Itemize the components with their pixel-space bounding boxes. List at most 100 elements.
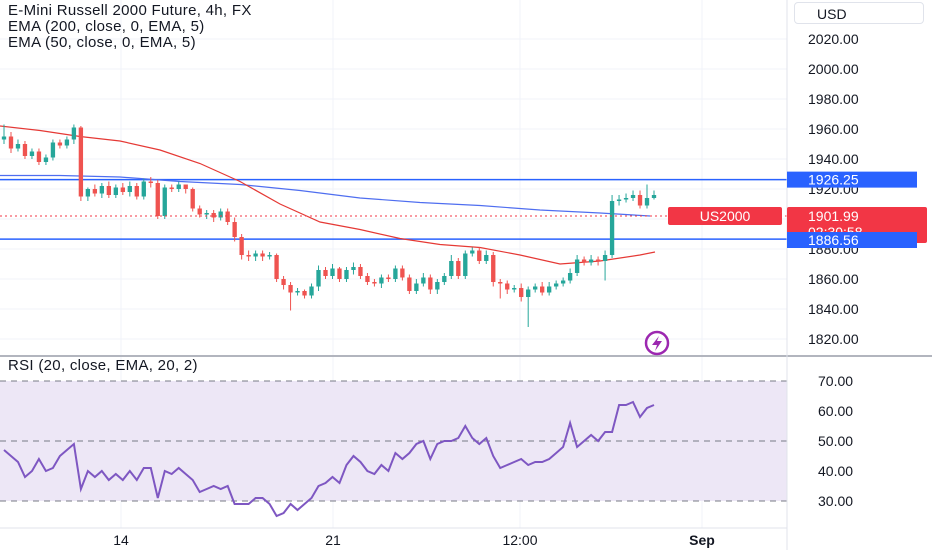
last-price-symbol-tag: US2000	[668, 207, 782, 225]
price-tick-label: 1940.00	[808, 151, 859, 167]
candle-body	[533, 286, 538, 290]
candle-body	[204, 213, 209, 215]
candle-body	[358, 267, 363, 276]
rsi-band	[0, 381, 787, 501]
candle-body	[71, 127, 77, 140]
candle-body	[169, 187, 174, 189]
ema200-line	[0, 174, 651, 217]
candle-body	[595, 259, 601, 261]
candle-body	[78, 127, 84, 197]
candle-body	[609, 201, 615, 255]
candle-body	[553, 283, 559, 287]
level-1886-label: 1886.56	[808, 232, 859, 248]
candle-body	[232, 222, 237, 237]
candle-body	[267, 255, 272, 257]
candle-body	[288, 285, 293, 293]
rsi-line	[3, 400, 655, 518]
candle-body	[309, 286, 314, 296]
symbol-tag-text: US2000	[700, 208, 751, 224]
candle-body	[141, 181, 146, 197]
candle-body	[581, 259, 587, 263]
candle-body	[127, 186, 132, 192]
rsi-tick-label: 50.00	[818, 433, 853, 449]
candle-body	[106, 186, 112, 195]
rsi-tick-label: 70.00	[818, 373, 853, 389]
candle-body	[1, 136, 7, 140]
candle-body	[546, 286, 552, 293]
candle-body	[50, 142, 56, 158]
candle-body	[512, 288, 517, 290]
candle-body	[148, 181, 153, 183]
candle-body	[323, 270, 328, 276]
candle-body	[8, 136, 14, 149]
candle-body	[421, 277, 426, 284]
candle-body	[540, 286, 545, 293]
rsi-tick-label: 30.00	[818, 493, 853, 509]
candle-body	[442, 276, 447, 282]
candle-body	[190, 189, 195, 209]
candle-body	[400, 268, 405, 278]
level-badge-1926	[787, 171, 917, 188]
candle-body	[134, 186, 139, 197]
currency-selector[interactable]: USD	[794, 2, 924, 24]
candle-body	[644, 198, 650, 206]
candle-body	[92, 189, 98, 194]
candle-body	[637, 195, 643, 206]
ema50-legend: EMA (50, close, 0, EMA, 5)	[8, 34, 196, 51]
candle-body	[99, 186, 105, 194]
candle-body	[330, 268, 335, 276]
rsi-tick-label: 60.00	[818, 403, 853, 419]
candle-body	[651, 195, 657, 198]
candle-body	[379, 277, 384, 284]
rsi-axis[interactable]: 70.00 60.00 50.00 40.00 30.00	[818, 373, 853, 509]
candle-body	[623, 198, 629, 200]
candle-body	[477, 250, 482, 261]
price-tick-label: 2000.00	[808, 61, 859, 77]
candle-body	[85, 189, 91, 197]
candle-body	[498, 282, 503, 284]
level-badge-1886	[787, 232, 917, 248]
candle-body	[463, 253, 468, 276]
candle-body	[211, 213, 216, 218]
price-tick-label: 1860.00	[808, 271, 859, 287]
candle-body	[43, 157, 49, 162]
candle-body	[414, 283, 419, 291]
ema50-line	[0, 125, 656, 265]
time-tick-label: Sep	[689, 532, 715, 548]
candle-body	[260, 253, 265, 257]
candle-body	[567, 273, 573, 281]
price-tick-label: 1820.00	[808, 331, 859, 347]
candle-body	[602, 255, 608, 261]
price-axis[interactable]: 2020.002000.001980.001960.001940.001920.…	[808, 31, 859, 347]
candle-body	[36, 151, 42, 162]
candle-body	[22, 144, 28, 156]
candle-body	[302, 291, 307, 296]
candle-body	[120, 187, 125, 192]
time-tick-label: 12:00	[502, 532, 537, 548]
chart-title: E-Mini Russell 2000 Future, 4h, FX	[8, 2, 252, 19]
candle-body	[588, 259, 594, 263]
candlestick-series	[1, 124, 657, 327]
candle-body	[253, 253, 258, 257]
candle-body	[470, 250, 475, 254]
candle-body	[29, 151, 35, 156]
candle-body	[155, 183, 160, 216]
time-axis[interactable]: 14 21 12:00 Sep	[113, 532, 715, 548]
candle-body	[176, 184, 181, 189]
lightning-icon[interactable]	[644, 330, 670, 356]
candle-body	[365, 276, 370, 282]
candle-body	[225, 211, 230, 222]
candle-body	[337, 268, 342, 279]
price-level-badges: 1926.25	[787, 171, 917, 188]
price-tick-label: 1960.00	[808, 121, 859, 137]
candle-body	[162, 187, 167, 216]
last-price-value: 1901.99	[808, 208, 859, 224]
candle-body	[239, 237, 244, 255]
price-tick-label: 1980.00	[808, 91, 859, 107]
candle-body	[15, 144, 21, 149]
candle-body	[393, 268, 398, 279]
candle-body	[183, 184, 188, 189]
candle-body	[351, 267, 356, 270]
time-tick-label: 21	[325, 532, 341, 548]
